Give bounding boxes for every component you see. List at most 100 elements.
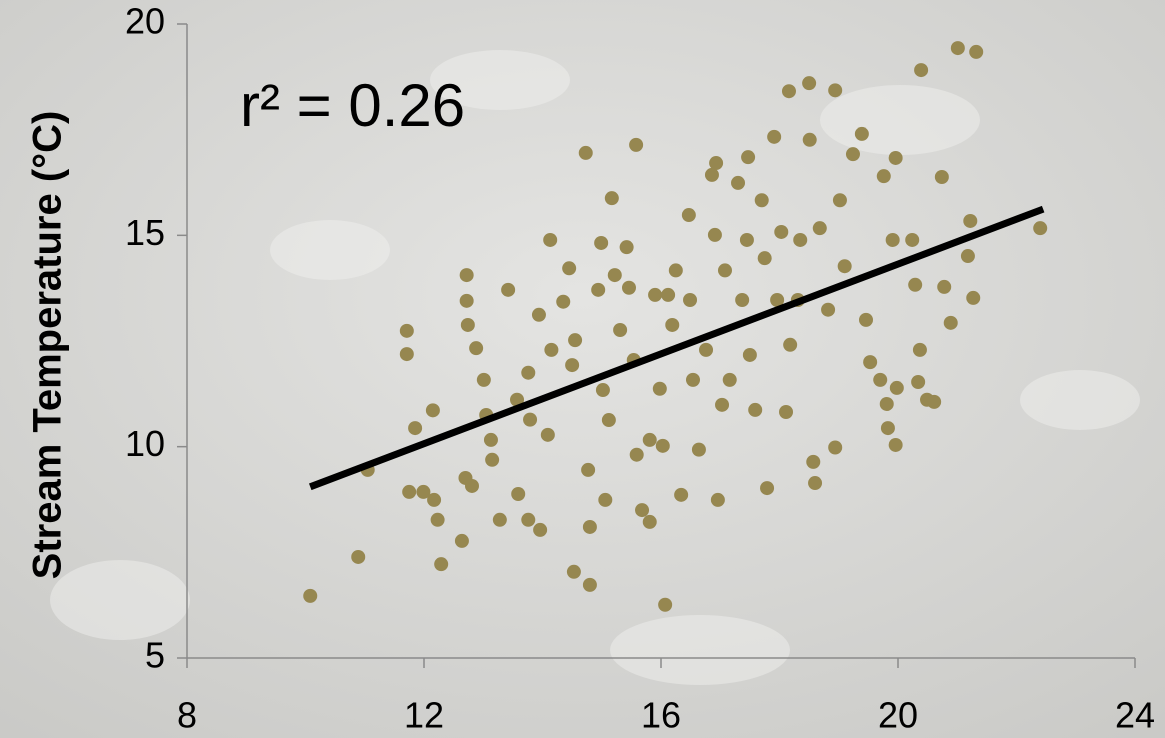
point bbox=[683, 293, 697, 307]
point bbox=[881, 421, 895, 435]
point bbox=[783, 338, 797, 352]
x-tick-label: 8 bbox=[177, 695, 197, 736]
point bbox=[963, 214, 977, 228]
point bbox=[708, 228, 722, 242]
point bbox=[686, 373, 700, 387]
point bbox=[461, 318, 475, 332]
point bbox=[460, 294, 474, 308]
point bbox=[927, 395, 941, 409]
point bbox=[741, 150, 755, 164]
point bbox=[605, 191, 619, 205]
point bbox=[908, 278, 922, 292]
point bbox=[583, 520, 597, 534]
y-tick-label: 5 bbox=[145, 635, 165, 676]
point bbox=[511, 487, 525, 501]
point bbox=[493, 513, 507, 527]
point bbox=[767, 130, 781, 144]
point bbox=[562, 261, 576, 275]
point bbox=[743, 348, 757, 362]
point bbox=[813, 221, 827, 235]
point bbox=[434, 557, 448, 571]
point bbox=[913, 343, 927, 357]
point bbox=[1033, 221, 1047, 235]
point bbox=[523, 413, 537, 427]
point bbox=[855, 127, 869, 141]
y-tick-label: 20 bbox=[125, 1, 165, 42]
point bbox=[455, 534, 469, 548]
point bbox=[465, 479, 479, 493]
point bbox=[402, 485, 416, 499]
point bbox=[485, 453, 499, 467]
point bbox=[630, 448, 644, 462]
point bbox=[598, 493, 612, 507]
point bbox=[793, 233, 807, 247]
point bbox=[501, 283, 515, 297]
point bbox=[935, 170, 949, 184]
point bbox=[544, 343, 558, 357]
annotation: r² = 0.26 bbox=[240, 72, 465, 139]
point bbox=[521, 366, 535, 380]
x-tick-label: 24 bbox=[1115, 695, 1155, 736]
point bbox=[602, 413, 616, 427]
point bbox=[709, 156, 723, 170]
point bbox=[594, 236, 608, 250]
point bbox=[541, 428, 555, 442]
point bbox=[620, 240, 634, 254]
point bbox=[643, 433, 657, 447]
point bbox=[661, 288, 675, 302]
point bbox=[889, 151, 903, 165]
point bbox=[877, 169, 891, 183]
point bbox=[567, 565, 581, 579]
point bbox=[748, 403, 762, 417]
point bbox=[937, 280, 951, 294]
point bbox=[648, 288, 662, 302]
point bbox=[400, 347, 414, 361]
point bbox=[944, 316, 958, 330]
point bbox=[532, 308, 546, 322]
point bbox=[911, 375, 925, 389]
point bbox=[613, 323, 627, 337]
point bbox=[828, 441, 842, 455]
point bbox=[711, 493, 725, 507]
point bbox=[608, 268, 622, 282]
point bbox=[635, 503, 649, 517]
point bbox=[581, 463, 595, 477]
point bbox=[803, 133, 817, 147]
point bbox=[579, 146, 593, 160]
point bbox=[469, 341, 483, 355]
point bbox=[905, 233, 919, 247]
point bbox=[591, 283, 605, 297]
point bbox=[351, 550, 365, 564]
point bbox=[596, 383, 610, 397]
point bbox=[643, 515, 657, 529]
point bbox=[969, 45, 983, 59]
point bbox=[699, 343, 713, 357]
point bbox=[966, 291, 980, 305]
x-tick-label: 16 bbox=[641, 695, 681, 736]
point bbox=[723, 373, 737, 387]
x-tick-label: 20 bbox=[878, 695, 918, 736]
point bbox=[715, 398, 729, 412]
point bbox=[426, 403, 440, 417]
point bbox=[859, 313, 873, 327]
point bbox=[833, 193, 847, 207]
point bbox=[890, 381, 904, 395]
point bbox=[543, 233, 557, 247]
page: {"chart_data": {"type": "scatter", "y_la… bbox=[0, 0, 1165, 738]
point bbox=[674, 488, 688, 502]
point bbox=[758, 251, 772, 265]
point bbox=[846, 147, 860, 161]
point bbox=[873, 373, 887, 387]
point bbox=[692, 443, 706, 457]
point bbox=[828, 83, 842, 97]
point bbox=[431, 513, 445, 527]
point bbox=[880, 397, 894, 411]
point bbox=[460, 268, 474, 282]
point bbox=[961, 249, 975, 263]
point bbox=[303, 589, 317, 603]
point bbox=[656, 439, 670, 453]
point bbox=[718, 263, 732, 277]
point bbox=[521, 513, 535, 527]
x-tick-label: 12 bbox=[404, 695, 444, 736]
point bbox=[863, 355, 877, 369]
